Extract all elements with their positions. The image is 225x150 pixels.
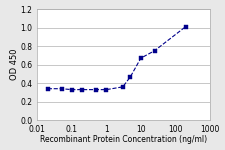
Y-axis label: OD 450: OD 450 xyxy=(10,49,19,80)
X-axis label: Recombinant Protein Concentration (ng/ml): Recombinant Protein Concentration (ng/ml… xyxy=(40,135,207,144)
